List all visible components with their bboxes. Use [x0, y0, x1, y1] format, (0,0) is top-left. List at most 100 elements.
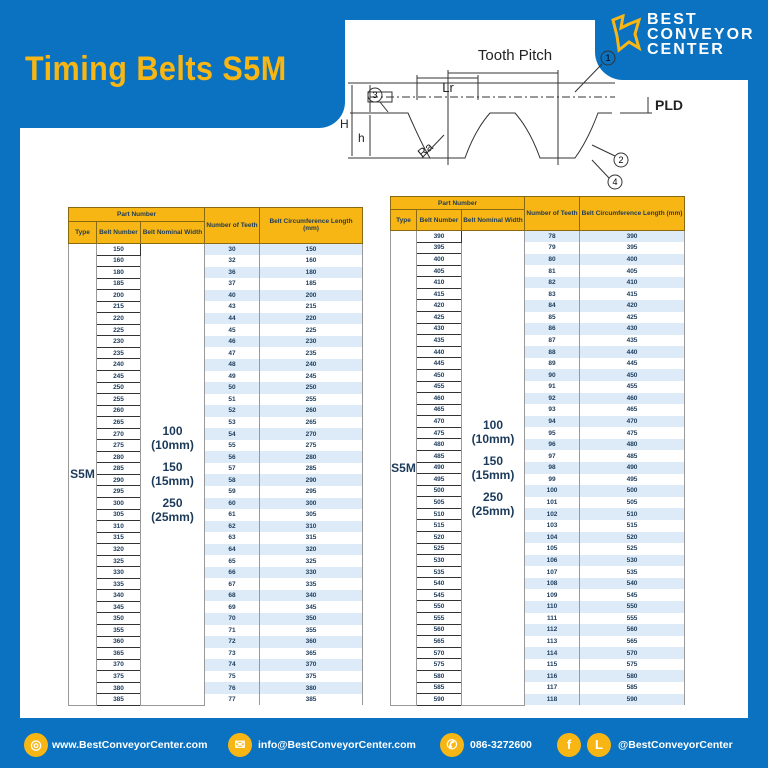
belt-number-cell: 365 — [96, 647, 141, 660]
teeth-cell: 114 — [524, 647, 581, 659]
length-cell: 555 — [579, 612, 686, 625]
length-cell: 510 — [579, 508, 686, 520]
table-row: 380 76 380 — [69, 681, 364, 695]
belt-number-cell: 370 — [96, 658, 141, 672]
table-row: 180 36 180 — [69, 266, 364, 279]
teeth-cell: 109 — [524, 589, 581, 601]
belt-number-cell: 320 — [96, 543, 141, 556]
belt-number-cell: 570 — [416, 646, 462, 660]
width-option: (25mm) — [471, 503, 515, 518]
table-row: 330 66 330 — [69, 566, 364, 579]
length-cell: 325 — [259, 555, 364, 567]
teeth-cell: 75 — [204, 670, 261, 683]
website-link[interactable]: www.BestConveyorCenter.com — [52, 739, 208, 751]
length-cell: 255 — [259, 393, 364, 406]
length-cell: 415 — [579, 288, 686, 300]
teeth-header: Number of Teeth — [204, 207, 261, 244]
belt-number-cell: 535 — [416, 565, 462, 579]
teeth-cell: 89 — [524, 357, 581, 370]
facebook-icon[interactable]: f — [557, 733, 581, 757]
teeth-cell: 60 — [204, 497, 261, 510]
teeth-cell: 37 — [204, 278, 261, 290]
belt-number-cell: 585 — [416, 681, 462, 695]
belt-number-cell: 390 — [416, 230, 462, 243]
length-cell: 265 — [259, 416, 364, 429]
belt-number-cell: 270 — [96, 427, 141, 441]
table-row: 425 85 425 — [391, 311, 686, 324]
length-cell: 360 — [259, 636, 364, 648]
teeth-cell: 40 — [204, 289, 261, 302]
belt-number-cell: 260 — [96, 404, 141, 418]
nominal-width-header: Belt Nominal Width — [139, 220, 206, 244]
length-cell: 545 — [579, 589, 686, 601]
table-row: 410 82 410 — [391, 276, 686, 289]
table-row: 540 108 540 — [391, 577, 686, 590]
length-cell: 330 — [259, 566, 364, 579]
length-cell: 430 — [579, 323, 686, 335]
teeth-cell: 49 — [204, 370, 261, 383]
belt-number-cell: 265 — [96, 416, 141, 429]
teeth-cell: 68 — [204, 589, 261, 602]
table-row: 440 88 440 — [391, 345, 686, 359]
belt-number-cell: 325 — [96, 554, 141, 568]
logo-text: CENTER — [647, 41, 725, 58]
length-cell: 475 — [579, 427, 686, 439]
table-row: 485 97 485 — [391, 449, 686, 463]
length-cell: 335 — [259, 578, 364, 590]
length-cell: 565 — [579, 635, 686, 648]
teeth-cell: 69 — [204, 601, 261, 613]
teeth-cell: 83 — [524, 288, 581, 300]
table-row: 325 65 325 — [69, 554, 364, 568]
length-cell: 550 — [579, 600, 686, 613]
length-cell: 345 — [259, 601, 364, 613]
email-link[interactable]: info@BestConveyorCenter.com — [258, 739, 416, 751]
teeth-cell: 71 — [204, 624, 261, 637]
phone-number[interactable]: 086-3272600 — [470, 739, 532, 751]
teeth-cell: 92 — [524, 392, 581, 405]
belt-number-cell: 385 — [96, 693, 141, 706]
length-cell: 460 — [579, 392, 686, 405]
length-cell: 320 — [259, 543, 364, 556]
teeth-cell: 73 — [204, 647, 261, 660]
logo-text: CONVEYOR — [647, 26, 755, 43]
page-title: Timing Belts S5M — [25, 50, 287, 88]
length-cell: 185 — [259, 278, 364, 290]
teeth-cell: 86 — [524, 323, 581, 335]
belt-table-left: Part Number Number of Teeth Belt Circumfer… — [67, 207, 364, 706]
belt-number-cell: 565 — [416, 635, 462, 648]
belt-number-cell: 500 — [416, 484, 462, 498]
length-cell: 395 — [579, 242, 686, 254]
length-cell: 370 — [259, 659, 364, 671]
lr-label: Lr — [442, 80, 454, 95]
table-row: 505 101 505 — [391, 496, 686, 509]
width-option: (25mm) — [151, 510, 194, 525]
length-cell: 590 — [579, 693, 686, 706]
table-row: 575 115 575 — [391, 658, 686, 671]
teeth-cell: 87 — [524, 334, 581, 347]
teeth-cell: 47 — [204, 347, 261, 359]
teeth-cell: 118 — [524, 693, 581, 706]
length-cell: 275 — [259, 439, 364, 452]
table-row: 265 53 265 — [69, 416, 364, 429]
teeth-cell: 81 — [524, 265, 581, 277]
length-cell: 445 — [579, 357, 686, 370]
width-option: (15mm) — [151, 474, 194, 489]
teeth-cell: 104 — [524, 531, 581, 544]
width-option: 250 — [482, 489, 504, 504]
length-cell: 390 — [579, 230, 686, 243]
table-row: 350 70 350 — [69, 612, 364, 626]
line-icon[interactable]: L — [587, 733, 611, 757]
teeth-cell: 90 — [524, 369, 581, 381]
teeth-cell: 59 — [204, 485, 261, 498]
belt-number-cell: 235 — [96, 346, 141, 360]
table-row: 370 74 370 — [69, 658, 364, 672]
teeth-cell: 78 — [524, 230, 581, 243]
belt-number-cell: 225 — [96, 323, 141, 337]
belt-number-cell: 440 — [416, 345, 462, 359]
table-row: 245 49 245 — [69, 370, 364, 383]
table-row: 515 103 515 — [391, 519, 686, 532]
teeth-cell: 107 — [524, 566, 581, 578]
teeth-cell: 106 — [524, 554, 581, 567]
length-cell: 225 — [259, 324, 364, 336]
belt-number-cell: 555 — [416, 612, 462, 625]
